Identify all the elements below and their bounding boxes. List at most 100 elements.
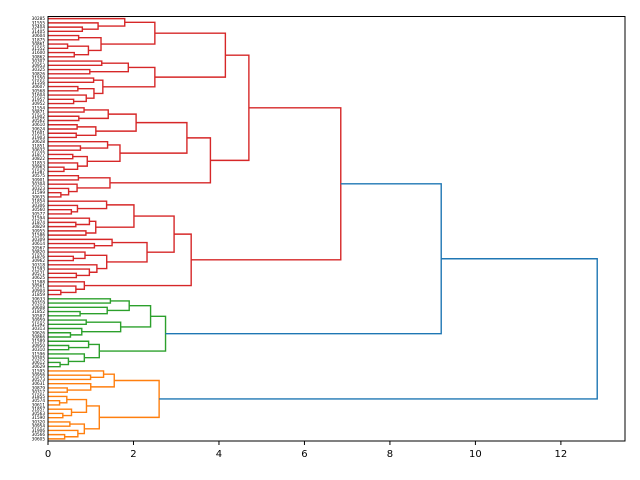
leaf-label: 30309 xyxy=(32,237,46,242)
leaf-label: 31556 xyxy=(32,80,46,85)
leaf-label: 30952 xyxy=(32,101,46,106)
leaf-label: 30310 xyxy=(32,347,46,352)
leaf-label: 30566 xyxy=(32,432,46,437)
leaf-label: 30901 xyxy=(32,177,46,182)
leaf-label: 31906 xyxy=(32,428,46,433)
orange-branch-link xyxy=(69,423,86,435)
green-branch-link xyxy=(48,306,108,315)
leaf-label: 30607 xyxy=(32,84,46,89)
leaf-label: 31599 xyxy=(32,190,46,195)
leaf-label: 30628 xyxy=(32,139,46,144)
leaf-label: 30574 xyxy=(32,398,46,403)
leaf-label: 30629 xyxy=(32,364,46,369)
red-branch-link xyxy=(48,285,77,294)
leaf-label: 30612 xyxy=(32,360,46,365)
leaf-label: 30604 xyxy=(32,33,46,38)
red-branch-link xyxy=(67,45,90,56)
green-branch-link xyxy=(48,353,86,363)
leaf-label: 31594 xyxy=(32,216,46,221)
leaf-label: 30950 xyxy=(32,343,46,348)
leaf-label: 30962 xyxy=(32,258,46,263)
red-branch-link xyxy=(48,251,86,260)
red-branch-link xyxy=(95,204,135,228)
x-tick-label: 2 xyxy=(130,449,136,460)
red-branch-link xyxy=(48,204,79,213)
leaf-label: 31586 xyxy=(32,233,46,238)
leaf-label: 31554 xyxy=(32,105,46,110)
orange-branch-link xyxy=(48,382,92,391)
dendrogram-links xyxy=(48,17,598,440)
leaf-label: 30571 xyxy=(32,271,46,276)
leaf-label: 31852 xyxy=(32,309,46,314)
leaf-label: 31902 xyxy=(32,114,46,119)
leaf-label: 30320 xyxy=(32,419,46,424)
red-branch-link xyxy=(48,242,96,249)
leaf-label: 30822 xyxy=(32,156,46,161)
leaf-label: 31600 xyxy=(32,50,46,55)
green-branch-link xyxy=(48,332,72,338)
leaf-label: 30560 xyxy=(32,207,46,212)
leaf-label: 31555 xyxy=(32,20,46,25)
orange-branch-link xyxy=(48,433,66,440)
leaf-label: 30953 xyxy=(32,63,46,68)
leaf-label: 31552 xyxy=(32,46,46,51)
red-subcluster-link xyxy=(154,32,227,78)
plot-frame xyxy=(47,16,626,442)
red-branch-link xyxy=(48,94,87,103)
leaf-label: 30567 xyxy=(32,245,46,250)
red-subcluster-link xyxy=(84,233,192,287)
red-branch-link xyxy=(85,220,97,234)
leaf-label: 31874 xyxy=(32,220,46,225)
leaf-label: 30633 xyxy=(32,296,46,301)
leaf-label: 30587 xyxy=(32,313,46,318)
red-branch-link xyxy=(77,177,111,189)
leaf-label: 30285 xyxy=(32,16,46,21)
leaf-label: 30955 xyxy=(32,228,46,233)
leaf-label: 30611 xyxy=(32,402,46,407)
leaf-label: 30904 xyxy=(32,288,46,293)
red-branch-link xyxy=(48,191,62,198)
green-branch-link xyxy=(48,319,87,325)
red-branch-link xyxy=(48,238,113,247)
red-branch-link xyxy=(48,43,69,50)
red-branch-link xyxy=(48,145,82,151)
red-branch-link xyxy=(93,79,104,95)
leaf-label: 31589 xyxy=(32,339,46,344)
green-branch-link xyxy=(48,340,90,349)
green-branch-link xyxy=(107,300,130,312)
orange-branch-link xyxy=(48,395,68,404)
orange-subcluster-link xyxy=(90,373,115,388)
leaf-label: 31875 xyxy=(32,37,46,42)
leaf-label: 31903 xyxy=(32,135,46,140)
leaf-label: 30959 xyxy=(32,318,46,323)
leaf-label: 31588 xyxy=(32,279,46,284)
leaf-label: 30575 xyxy=(32,173,46,178)
leaf-label: 30313 xyxy=(32,326,46,331)
red-branch-link xyxy=(48,124,78,130)
leaf-label: 31590 xyxy=(32,415,46,420)
leaf-label: 30625 xyxy=(32,275,46,280)
leaf-label: 30573 xyxy=(32,377,46,382)
leaf-label: 31854 xyxy=(32,199,46,204)
leaf-label: 31595 xyxy=(32,368,46,373)
red-branch-link xyxy=(48,153,74,160)
red-branch-link xyxy=(119,121,188,154)
red-subcluster-link xyxy=(210,54,250,162)
x-tick-label: 8 xyxy=(387,449,393,460)
x-axis-ticks: 0 2 4 6 8 10 12 xyxy=(45,441,567,460)
leaf-label: 30306 xyxy=(32,203,46,208)
leaf-label: 31859 xyxy=(32,292,46,297)
red-branch-link xyxy=(48,132,77,139)
leaf-label: 30635 xyxy=(32,194,46,199)
leaf-label: 32404 xyxy=(32,25,46,30)
leaf-label: 30305 xyxy=(32,356,46,361)
leaf-label: 30866 xyxy=(32,334,46,339)
green-branch-link xyxy=(81,321,122,333)
leaf-label: 30610 xyxy=(32,122,46,127)
leaf-label: 30820 xyxy=(32,250,46,255)
leaf-label: 30325 xyxy=(32,67,46,72)
leaf-label: 30563 xyxy=(32,411,46,416)
leaf-label: 30861 xyxy=(32,42,46,47)
x-tick-label: 6 xyxy=(301,449,307,460)
red-branch-link xyxy=(133,215,175,253)
